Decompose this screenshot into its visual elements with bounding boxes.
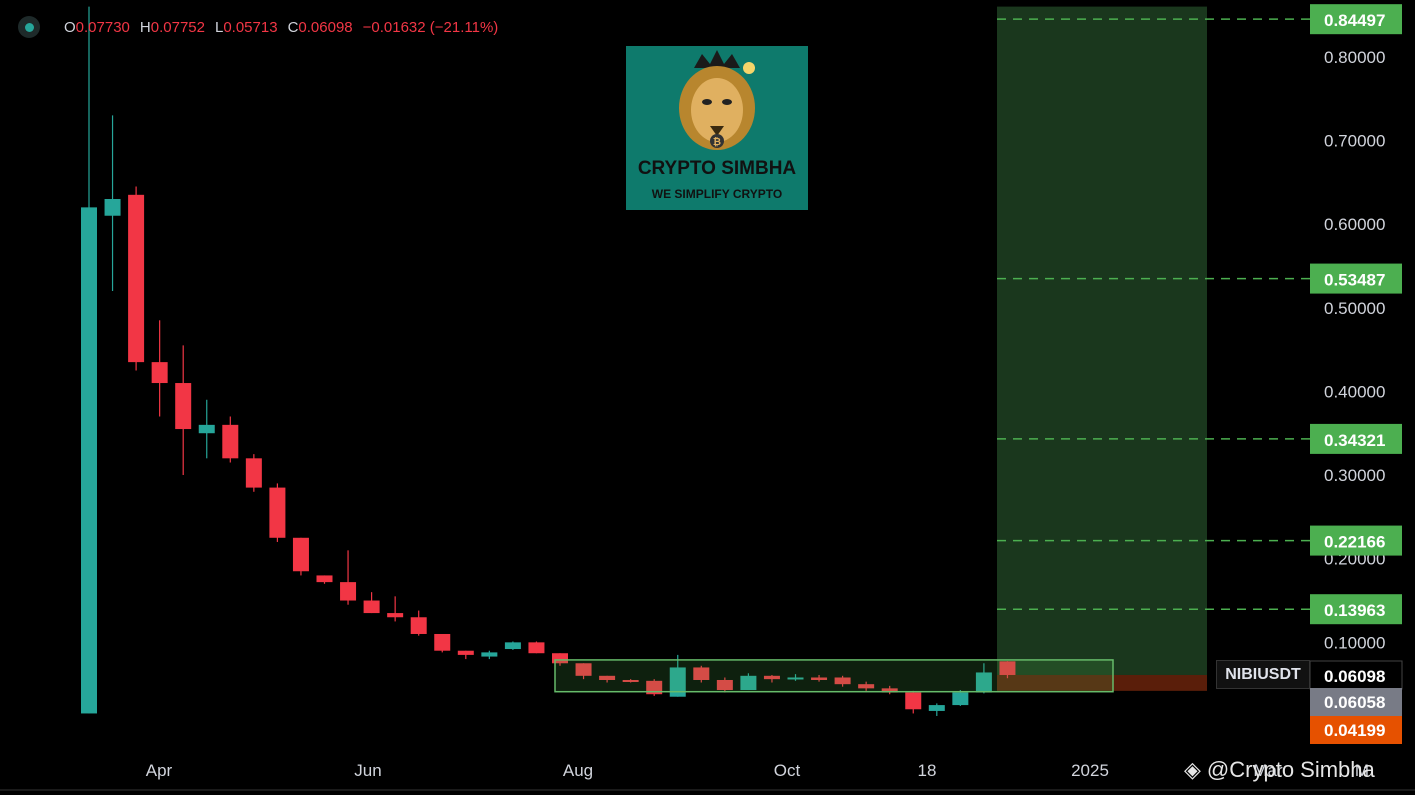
candle-body-down xyxy=(575,663,592,676)
candle-body-down xyxy=(646,680,663,695)
binance-diamond-icon: ◈ xyxy=(1184,757,1201,782)
candle-body-down xyxy=(905,692,922,710)
x-tick-label: Aug xyxy=(563,761,593,780)
target-level-label: 0.13963 xyxy=(1324,601,1385,620)
candle-body-down xyxy=(834,677,851,685)
stop-price-label: 0.04199 xyxy=(1324,721,1385,740)
candle-body-down xyxy=(151,362,168,384)
candle-body-up xyxy=(81,207,97,714)
target-level-label: 0.53487 xyxy=(1324,271,1385,290)
x-tick-label: Mar xyxy=(1253,761,1283,780)
candle-body-up xyxy=(104,199,121,216)
brand-logo: ₿ CRYPTO SIMBHA WE SIMPLIFY CRYPTO xyxy=(626,46,808,210)
stop-zone xyxy=(997,674,1207,691)
x-tick-label: Jun xyxy=(354,761,381,780)
candle-body-down xyxy=(245,458,262,488)
target-level-tag xyxy=(1310,525,1402,556)
x-tick-label: 18 xyxy=(918,761,937,780)
candle-body-down xyxy=(387,613,404,618)
target-zone xyxy=(997,6,1207,675)
y-tick-label: 0.70000 xyxy=(1324,131,1385,150)
y-tick-label: 0.80000 xyxy=(1324,48,1385,67)
candle-body-down xyxy=(340,582,357,601)
candle-body-down xyxy=(457,650,474,655)
candle-body-up xyxy=(952,692,969,706)
last-price-label: 0.06098 xyxy=(1324,667,1385,686)
candle-body-up xyxy=(504,642,521,650)
target-level-label: 0.34321 xyxy=(1324,431,1385,450)
change-value: −0.01632 (−21.11%) xyxy=(362,18,499,36)
candle-body-down xyxy=(316,575,333,583)
y-tick-label: 0.50000 xyxy=(1324,299,1385,318)
low-value: 0.05713 xyxy=(223,18,278,36)
gray-price-label: 0.06058 xyxy=(1324,693,1385,712)
candle-body-down xyxy=(528,642,545,654)
candle-body-down xyxy=(763,675,780,680)
candle-body-down xyxy=(292,537,309,572)
x-tick-label: 2025 xyxy=(1071,761,1109,780)
candle-body-down xyxy=(599,675,616,680)
stop-price-tag xyxy=(1310,716,1402,744)
candle-body-up xyxy=(787,677,804,680)
watermark-text: @Crypto Simbha xyxy=(1206,757,1375,782)
candle-body-down xyxy=(128,194,145,363)
lion-icon: ₿ xyxy=(679,50,755,150)
watermark: ◈ @Crypto Simbha xyxy=(1184,757,1375,783)
target-level-tag xyxy=(1310,263,1402,294)
candle-body-up xyxy=(975,672,992,693)
candle-body-down xyxy=(363,600,380,614)
ohlc-legend: O 0.07730 H 0.07752 L 0.05713 C 0.06098 … xyxy=(18,10,508,44)
close-value: 0.06098 xyxy=(298,18,353,36)
candle-body-down xyxy=(269,487,286,538)
high-key: H xyxy=(139,18,151,36)
y-tick-label: 0.30000 xyxy=(1324,466,1385,485)
visibility-toggle-icon[interactable] xyxy=(18,16,40,38)
accumulation-box xyxy=(554,659,1114,693)
low-key: L xyxy=(214,18,224,36)
candle-body-down xyxy=(858,684,875,689)
candle-body-down xyxy=(222,424,239,459)
brand-tagline: WE SIMPLIFY CRYPTO xyxy=(651,187,783,201)
gray-price-tag xyxy=(1310,688,1402,716)
candle-body-up xyxy=(481,652,498,657)
candle-body-down xyxy=(999,661,1016,675)
target-level-label: 0.22166 xyxy=(1324,533,1385,552)
y-tick-label: 0.10000 xyxy=(1324,633,1385,652)
ticker-label: NIBIUSDT xyxy=(1216,660,1310,689)
candle-body-down xyxy=(693,667,710,680)
candle-body-up xyxy=(928,705,945,711)
x-tick-label: Apr xyxy=(146,761,173,780)
candle-body-down xyxy=(552,653,568,664)
x-tick-label: Oct xyxy=(774,761,801,780)
candle-body-down xyxy=(410,617,427,634)
x-tick-label: M xyxy=(1355,761,1369,780)
candle-body-up xyxy=(740,675,757,691)
open-value: 0.07730 xyxy=(75,18,130,36)
target-level-label: 0.84497 xyxy=(1324,11,1385,30)
target-level-tag xyxy=(1310,423,1402,454)
candle-body-down xyxy=(622,679,639,682)
close-key: C xyxy=(287,18,299,36)
target-level-tag xyxy=(1310,4,1402,35)
candle-body-up xyxy=(198,424,215,434)
candle-body-down xyxy=(811,677,828,680)
target-level-tag xyxy=(1310,594,1402,625)
svg-text:₿: ₿ xyxy=(713,136,721,148)
open-key: O xyxy=(64,18,76,36)
candle-body-down xyxy=(434,633,451,651)
candle-body-down xyxy=(716,679,733,691)
brand-name: CRYPTO SIMBHA xyxy=(637,158,797,179)
y-tick-label: 0.60000 xyxy=(1324,215,1385,234)
y-tick-label: 0.40000 xyxy=(1324,382,1385,401)
high-value: 0.07752 xyxy=(150,18,205,36)
candle-body-down xyxy=(175,383,192,430)
candle-body-down xyxy=(881,688,898,693)
candle-body-up xyxy=(669,667,686,697)
last-price-tag xyxy=(1309,660,1403,690)
